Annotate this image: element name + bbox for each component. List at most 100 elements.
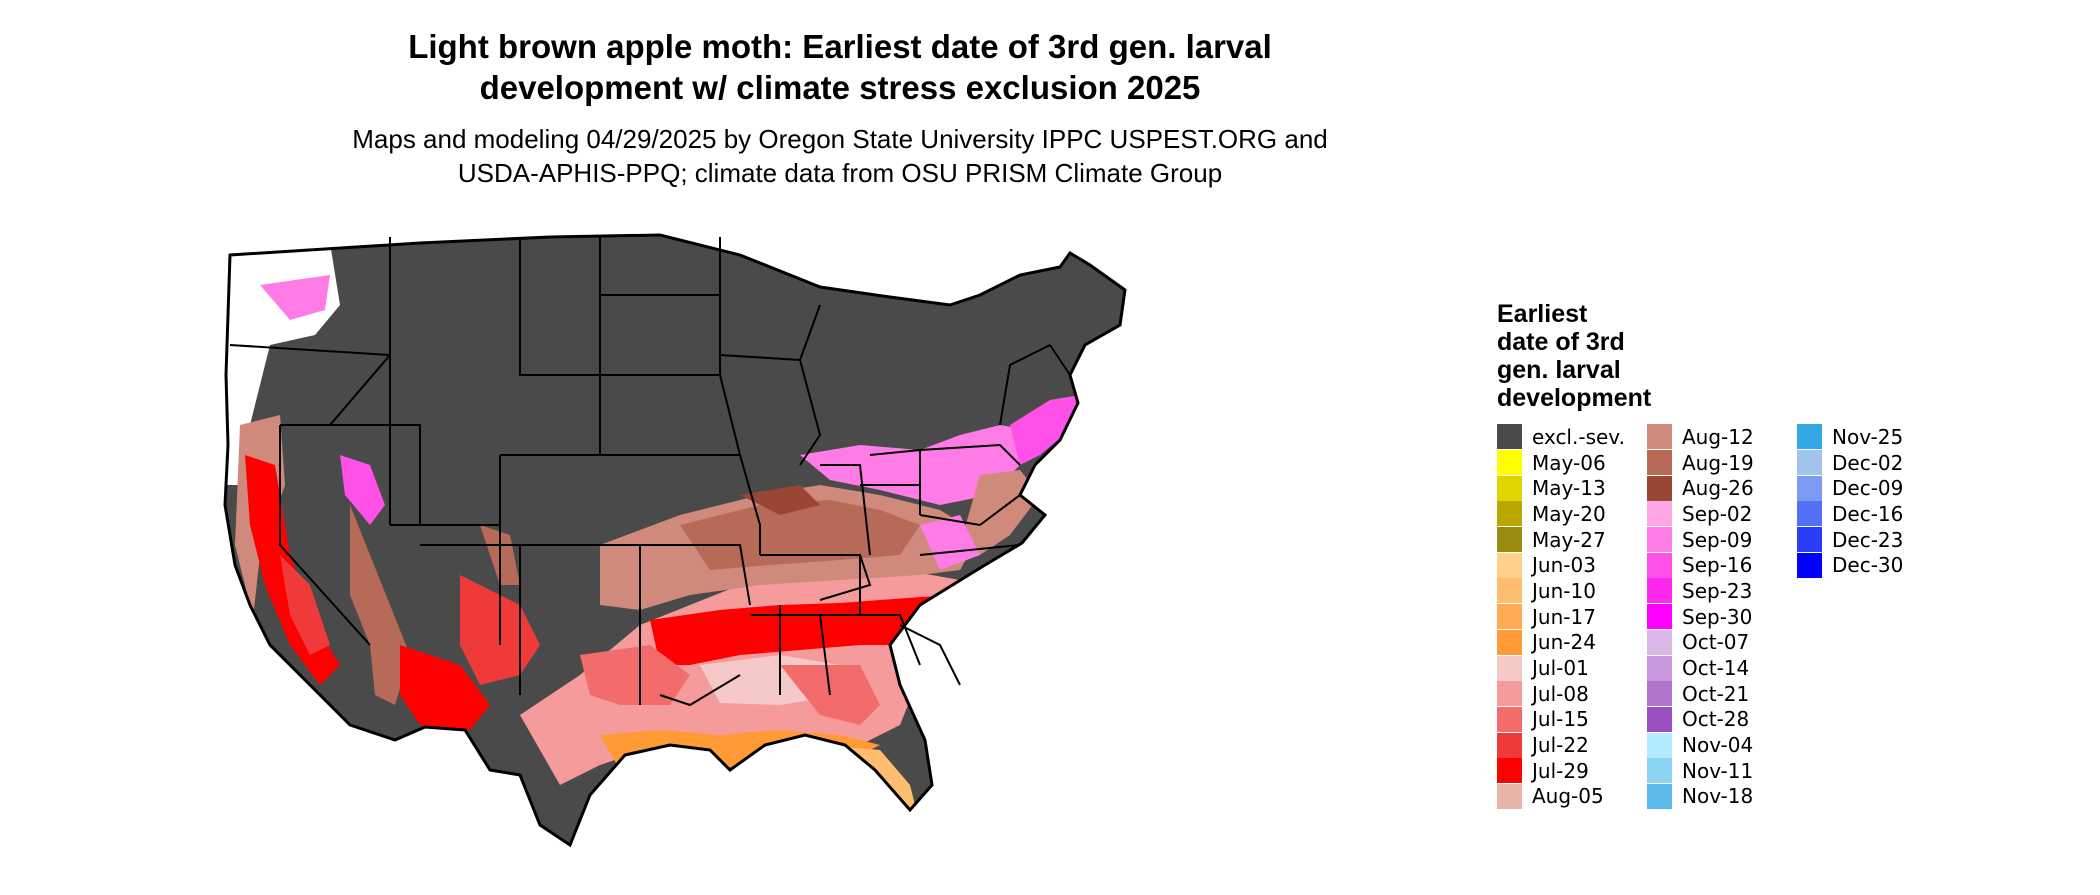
legend-label: Nov-18 [1682, 784, 1754, 809]
legend: excl.-sev. May-06 May-13 May-20 May-27 Jun-03… [1497, 424, 1947, 809]
legend-label: Dec-30 [1832, 553, 1904, 578]
legend-item: May-13 [1497, 475, 1647, 501]
legend-swatch [1497, 578, 1522, 604]
legend-label: excl.-sev. [1532, 424, 1625, 449]
legend-label: Jul-15 [1532, 707, 1589, 732]
legend-label: May-13 [1532, 476, 1606, 501]
legend-column: excl.-sev. May-06 May-13 May-20 May-27 Jun-03… [1497, 424, 1647, 809]
legend-label: Oct-14 [1682, 656, 1750, 681]
legend-swatch [1497, 424, 1522, 450]
legend-item: May-06 [1497, 450, 1647, 476]
legend-label: Jun-10 [1532, 578, 1596, 603]
legend-swatch [1797, 527, 1822, 553]
legend-swatch [1647, 758, 1672, 784]
legend-label: Oct-21 [1682, 681, 1750, 706]
legend-label: May-20 [1532, 501, 1606, 526]
legend-item: Jun-03 [1497, 552, 1647, 578]
legend-label: Jul-01 [1532, 656, 1589, 681]
legend-swatch [1647, 501, 1672, 527]
legend-item: Sep-30 [1647, 604, 1797, 630]
legend-item: Jun-17 [1497, 604, 1647, 630]
legend-item: Sep-02 [1647, 501, 1797, 527]
legend-item: Jun-24 [1497, 629, 1647, 656]
legend-swatch [1797, 475, 1822, 501]
legend-item: Dec-30 [1797, 552, 1947, 578]
legend-label: Nov-04 [1682, 733, 1754, 758]
legend-swatch [1647, 706, 1672, 732]
legend-swatch [1497, 501, 1522, 527]
legend-swatch [1647, 578, 1672, 604]
legend-label: Oct-07 [1682, 630, 1750, 655]
legend-swatch [1497, 706, 1522, 732]
map-subtitle: Maps and modeling 04/29/2025 by Oregon S… [352, 124, 1328, 188]
legend-swatch [1647, 475, 1672, 501]
legend-swatch [1797, 450, 1822, 476]
map-title: Light brown apple moth: Earliest date of… [408, 28, 1272, 106]
us-map [223, 233, 1127, 848]
legend-column: Aug-12 Aug-19 Aug-26 Sep-02 Sep-09 Sep-16 Sep-… [1647, 424, 1797, 809]
legend-item: May-20 [1497, 501, 1647, 527]
legend-label: Sep-02 [1682, 501, 1753, 526]
legend-item: Sep-23 [1647, 578, 1797, 604]
legend-item: Dec-16 [1797, 501, 1947, 527]
legend-label: Aug-19 [1682, 450, 1754, 475]
legend-item: Aug-26 [1647, 475, 1797, 501]
legend-label: Dec-09 [1832, 476, 1904, 501]
legend-item: Dec-09 [1797, 475, 1947, 501]
legend-label: Sep-23 [1682, 578, 1753, 603]
legend-label: Dec-02 [1832, 450, 1904, 475]
legend-swatch [1647, 424, 1672, 450]
legend-label: Sep-09 [1682, 527, 1753, 552]
legend-swatch [1497, 450, 1522, 476]
legend-swatch [1647, 604, 1672, 630]
legend-swatch [1497, 783, 1522, 809]
legend-column: Nov-25 Dec-02 Dec-09 Dec-16 Dec-23 Dec-30 [1797, 424, 1947, 809]
legend-swatch [1647, 629, 1672, 655]
legend-swatch [1797, 501, 1822, 527]
legend-swatch [1647, 783, 1672, 809]
legend-item: Dec-23 [1797, 527, 1947, 553]
legend-item: Nov-18 [1647, 783, 1797, 810]
legend-item: Oct-14 [1647, 655, 1797, 681]
legend-swatch [1647, 681, 1672, 707]
legend-item: Jul-15 [1497, 706, 1647, 733]
legend-title: Earliest date of 3rd gen. larval develop… [1497, 300, 1652, 412]
legend-label: Dec-16 [1832, 501, 1904, 526]
legend-swatch [1647, 655, 1672, 681]
legend-item: May-27 [1497, 527, 1647, 553]
legend-label: Nov-25 [1832, 424, 1904, 449]
legend-label: Aug-05 [1532, 784, 1604, 809]
legend-item: Oct-21 [1647, 681, 1797, 707]
legend-item: excl.-sev. [1497, 424, 1647, 450]
legend-item: Aug-19 [1647, 450, 1797, 476]
legend-swatch [1497, 604, 1522, 630]
legend-item: Sep-16 [1647, 552, 1797, 578]
legend-label: May-27 [1532, 527, 1606, 552]
legend-item: Dec-02 [1797, 450, 1947, 476]
legend-label: Jun-03 [1532, 553, 1596, 578]
legend-swatch [1797, 424, 1822, 450]
legend-label: Jun-17 [1532, 604, 1596, 629]
legend-swatch [1647, 450, 1672, 476]
legend-label: Oct-28 [1682, 707, 1750, 732]
legend-label: Sep-30 [1682, 604, 1753, 629]
legend-label: Aug-12 [1682, 424, 1754, 449]
legend-item: Nov-04 [1647, 732, 1797, 758]
legend-label: May-06 [1532, 450, 1606, 475]
legend-item: Jun-10 [1497, 578, 1647, 604]
legend-item: Jul-01 [1497, 655, 1647, 681]
legend-item: Aug-12 [1647, 424, 1797, 450]
legend-label: Dec-23 [1832, 527, 1904, 552]
legend-label: Jul-22 [1532, 733, 1589, 758]
legend-swatch [1797, 552, 1822, 578]
legend-label: Jul-29 [1532, 758, 1589, 783]
legend-label: Jun-24 [1532, 630, 1596, 655]
legend-swatch [1497, 732, 1522, 758]
legend-item: Jul-22 [1497, 732, 1647, 758]
legend-swatch [1497, 475, 1522, 501]
legend-swatch [1647, 732, 1672, 758]
legend-swatch [1497, 655, 1522, 681]
legend-label: Jul-08 [1532, 681, 1589, 706]
legend-label: Sep-16 [1682, 553, 1753, 578]
legend-swatch [1647, 527, 1672, 553]
